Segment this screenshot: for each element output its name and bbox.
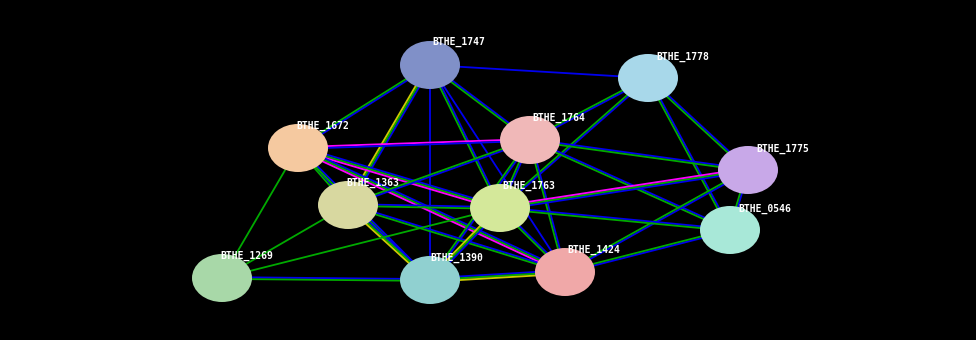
Text: BTHE_1763: BTHE_1763 (502, 181, 555, 191)
Text: BTHE_1778: BTHE_1778 (656, 52, 709, 62)
Text: BTHE_1269: BTHE_1269 (220, 251, 273, 261)
Ellipse shape (268, 124, 328, 172)
Text: BTHE_1363: BTHE_1363 (346, 178, 399, 188)
Ellipse shape (192, 254, 252, 302)
Text: BTHE_1390: BTHE_1390 (430, 253, 483, 263)
Ellipse shape (700, 206, 760, 254)
Ellipse shape (400, 41, 460, 89)
Text: BTHE_1747: BTHE_1747 (432, 37, 485, 47)
Text: BTHE_1424: BTHE_1424 (567, 245, 620, 255)
Ellipse shape (618, 54, 678, 102)
Ellipse shape (400, 256, 460, 304)
Ellipse shape (718, 146, 778, 194)
Text: BTHE_1764: BTHE_1764 (532, 113, 585, 123)
Ellipse shape (500, 116, 560, 164)
Ellipse shape (318, 181, 378, 229)
Text: BTHE_1775: BTHE_1775 (756, 144, 809, 154)
Text: BTHE_0546: BTHE_0546 (738, 204, 791, 214)
Ellipse shape (470, 184, 530, 232)
Text: BTHE_1672: BTHE_1672 (296, 121, 348, 131)
Ellipse shape (535, 248, 595, 296)
